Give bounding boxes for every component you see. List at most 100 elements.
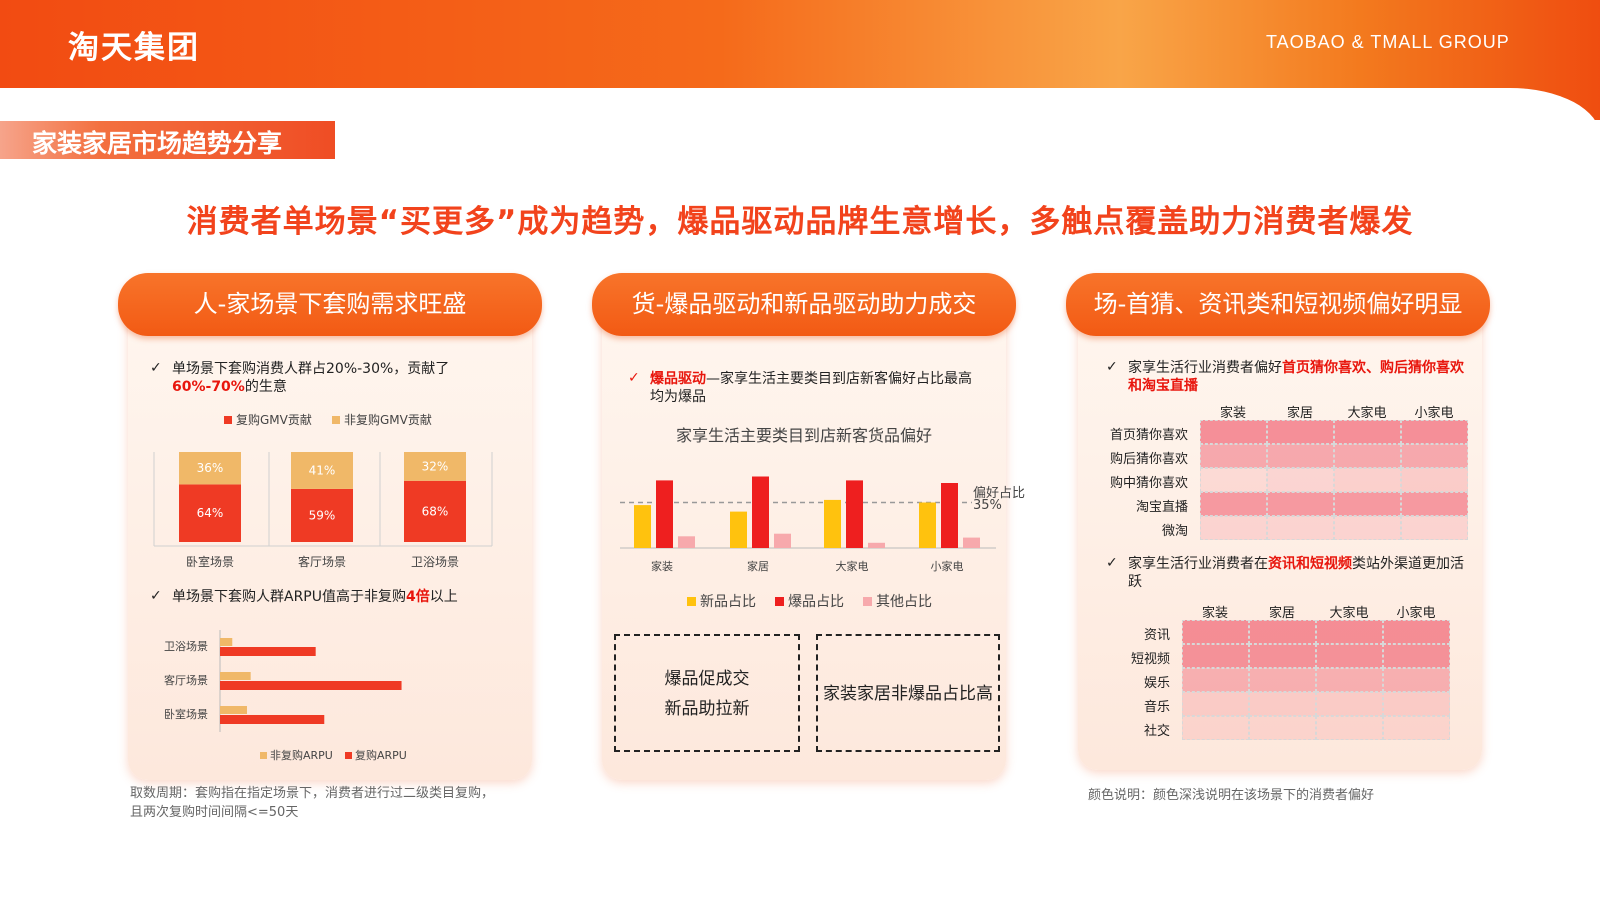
box-non-hit: 家装家居非爆品占比高 bbox=[816, 634, 1000, 752]
heatmap-cell bbox=[1334, 420, 1401, 444]
heatmap-cell bbox=[1316, 668, 1383, 692]
card-goods-title: 货-爆品驱动和新品驱动助力成交 bbox=[592, 273, 1016, 336]
heatmap-row-label: 音乐 bbox=[1143, 700, 1170, 715]
stacked-bar-chart: 复购GMV贡献 非复购GMV贡献 64% 36% 卧室场景 59% 41% 客厅场景 68% 32… bbox=[153, 412, 493, 569]
heatmap-cell bbox=[1383, 668, 1450, 692]
heatmap-col-label: 小家电 bbox=[1414, 406, 1454, 421]
heatmap-cell bbox=[1200, 492, 1267, 516]
bar-segment bbox=[404, 480, 466, 542]
heatmap-cell bbox=[1200, 468, 1267, 492]
heatmap-row-label: 首页猜你喜欢 bbox=[1109, 428, 1188, 443]
heatmap-cell bbox=[1182, 620, 1249, 644]
legend-label: 非复购GMV贡献 bbox=[344, 412, 432, 427]
heatmap-cell bbox=[1401, 492, 1468, 516]
heatmap-cell bbox=[1267, 516, 1334, 540]
heatmap-col-label: 家装 bbox=[1219, 406, 1246, 421]
card-people-title: 人-家场景下套购需求旺盛 bbox=[118, 273, 542, 336]
footnote-line-2: 且两次复购时间间隔<=50天 bbox=[130, 805, 299, 820]
data-label: 41% bbox=[309, 463, 336, 477]
tick-label: 客厅场景 bbox=[164, 673, 208, 687]
heatmap-cell bbox=[1316, 692, 1383, 716]
bar bbox=[824, 499, 841, 548]
bar bbox=[678, 536, 695, 548]
bar bbox=[868, 542, 885, 548]
legend-label: 其他占比 bbox=[876, 594, 932, 610]
heatmap-row-label: 微淘 bbox=[1161, 524, 1188, 539]
heatmap-col-label: 大家电 bbox=[1329, 606, 1369, 621]
heatmap-cell bbox=[1316, 620, 1383, 644]
tick-label: 大家电 bbox=[836, 559, 869, 573]
goods-chart-title: 家享生活主要类目到店新客货品偏好 bbox=[675, 426, 932, 445]
heatmap-col-label: 家居 bbox=[1268, 606, 1295, 621]
bar bbox=[941, 483, 958, 548]
card1-point2: 单场景下套购人群ARPU值高于非复购4倍以上 bbox=[172, 589, 458, 605]
bar-segment bbox=[291, 452, 353, 489]
heatmap-cell bbox=[1383, 620, 1450, 644]
heatmap-cell bbox=[1401, 516, 1468, 540]
bar bbox=[774, 533, 791, 548]
heatmap-cell bbox=[1200, 444, 1267, 468]
heatmap-col-label: 家居 bbox=[1286, 406, 1313, 421]
heatmap-cell bbox=[1334, 492, 1401, 516]
legend-label: 爆品占比 bbox=[788, 594, 844, 610]
heatmap-cell bbox=[1200, 420, 1267, 444]
heatmap-row-label: 资讯 bbox=[1143, 628, 1170, 643]
bar-segment bbox=[291, 488, 353, 542]
bar bbox=[220, 681, 402, 690]
check-icon: ✓ bbox=[150, 588, 162, 604]
company-logo: 淘天集团 bbox=[68, 30, 200, 66]
bar bbox=[730, 511, 747, 548]
ref-line-label: 偏好占比 bbox=[973, 486, 1026, 501]
tick-label: 卧室场景 bbox=[186, 554, 234, 569]
heatmap-cell bbox=[1267, 492, 1334, 516]
headline: 消费者单场景“买更多”成为趋势，爆品驱动品牌生意增长，多触点覆盖助力消费者爆发 bbox=[186, 204, 1414, 240]
heatmap-cell bbox=[1316, 644, 1383, 668]
legend-swatch bbox=[863, 597, 872, 606]
tick-label: 小家电 bbox=[931, 559, 964, 573]
heatmap-cell bbox=[1401, 444, 1468, 468]
heatmap-cell bbox=[1267, 444, 1334, 468]
legend-label: 复购ARPU bbox=[355, 748, 407, 762]
tick-label: 卫浴场景 bbox=[411, 555, 459, 569]
bar bbox=[220, 672, 251, 680]
check-icon: ✓ bbox=[1106, 555, 1118, 571]
heatmap-cell bbox=[1267, 420, 1334, 444]
tick-label: 家居 bbox=[747, 559, 769, 573]
heatmap-row-label: 社交 bbox=[1143, 724, 1170, 739]
heatmap-row-label: 购中猜你喜欢 bbox=[1109, 476, 1188, 491]
heatmap-row-label: 娱乐 bbox=[1143, 676, 1170, 691]
heatmap-cell bbox=[1182, 716, 1249, 740]
card3-point2: 家享生活行业消费者在资讯和短视频类站外渠道更加活跃 bbox=[1128, 556, 1464, 590]
legend-swatch bbox=[260, 752, 267, 759]
box1-line2: 新品助拉新 bbox=[664, 699, 750, 719]
data-label: 68% bbox=[422, 504, 449, 518]
bar-segment bbox=[179, 452, 241, 485]
bar bbox=[220, 638, 233, 646]
card-scene-title: 场-首猜、资讯类和短视频偏好明显 bbox=[1066, 273, 1490, 336]
check-icon: ✓ bbox=[1106, 359, 1118, 375]
heatmap-cell bbox=[1383, 692, 1450, 716]
heatmap-col-label: 大家电 bbox=[1347, 406, 1387, 421]
tick-label: 卧室场景 bbox=[164, 707, 208, 721]
legend-swatch bbox=[332, 416, 340, 424]
heatmap-cell bbox=[1334, 516, 1401, 540]
footnote-line-1: 取数周期：套购指在指定场景下，消费者进行过二级类目复购， bbox=[130, 786, 495, 801]
heatmap-col-label: 家装 bbox=[1201, 606, 1228, 621]
heatmap-cell bbox=[1401, 468, 1468, 492]
data-label: 32% bbox=[422, 459, 449, 473]
heatmap-cell bbox=[1249, 716, 1316, 740]
heatmap-cell bbox=[1249, 620, 1316, 644]
legend-label: 复购GMV贡献 bbox=[236, 412, 312, 427]
heatmap-cell bbox=[1334, 444, 1401, 468]
heatmap-cell bbox=[1401, 420, 1468, 444]
legend-swatch bbox=[775, 597, 784, 606]
bar bbox=[656, 480, 673, 548]
heatmap-cell bbox=[1182, 644, 1249, 668]
heatmap-cell bbox=[1383, 716, 1450, 740]
heatmap-row-label: 短视频 bbox=[1130, 652, 1170, 667]
data-label: 36% bbox=[197, 461, 224, 475]
card1-footnote: 取数周期：套购指在指定场景下，消费者进行过二级类目复购， 且两次复购时间间隔<=5… bbox=[130, 784, 570, 822]
data-label: 64% bbox=[197, 506, 224, 520]
